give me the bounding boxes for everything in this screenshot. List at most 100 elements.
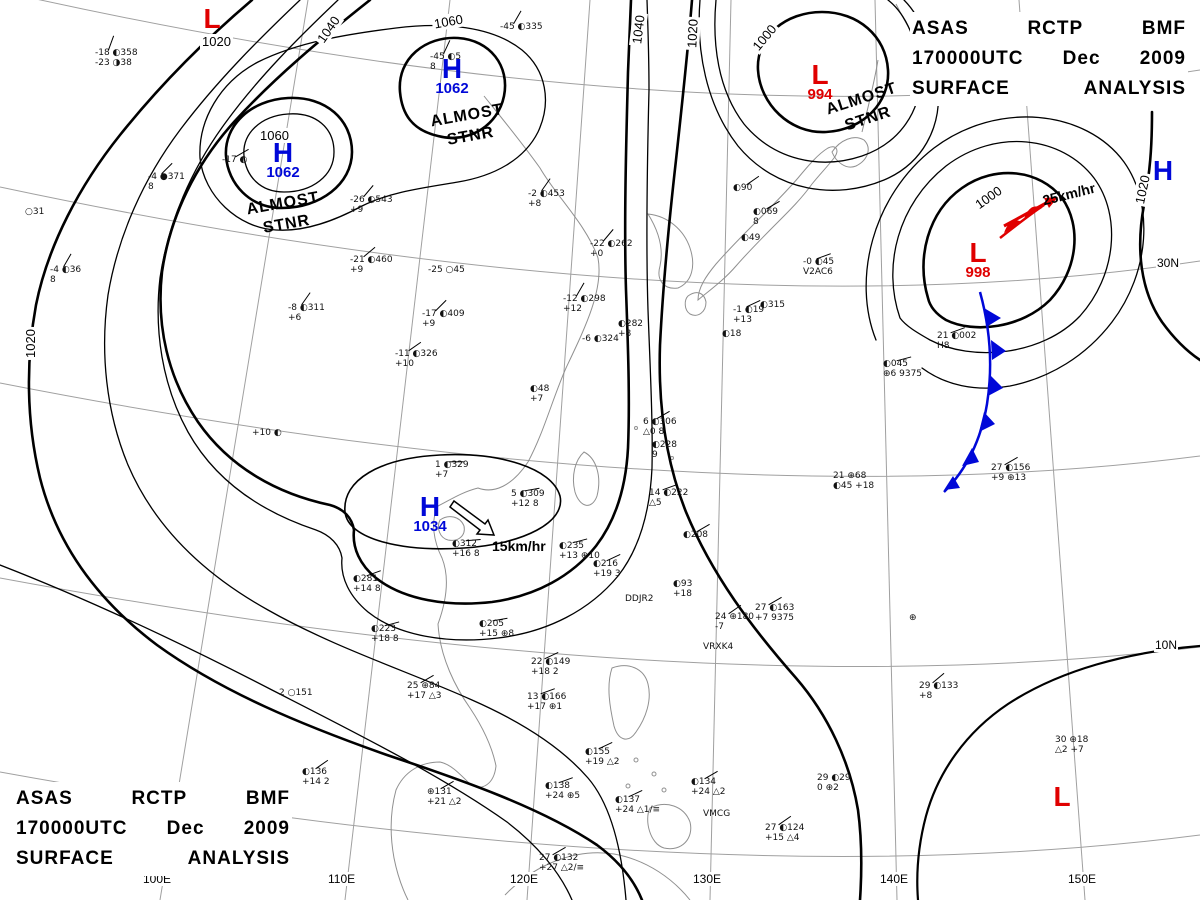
parallel-10n: [0, 577, 1200, 667]
station-plot: -2 ◐453 +8: [528, 178, 565, 209]
isobar-1060-west-cell: [224, 96, 354, 210]
longitude-label: 140E: [879, 872, 910, 886]
pressure-center-l: L 998: [965, 237, 991, 281]
station-plot: 6 ◐306 △0 8: [643, 410, 677, 437]
longitude-label: 130E: [692, 872, 723, 886]
pressure-center-h: H 1034: [413, 491, 447, 535]
station-plot: ◐138 +24 ⊕5: [545, 777, 580, 801]
isobar-label: 1020: [22, 327, 38, 360]
station-plot: 2 ○151: [279, 688, 313, 698]
station-plot: 21 ⊕68 ◐45 +18: [833, 471, 875, 491]
meridian-130e: [709, 0, 732, 900]
station-plot: ◐216 +19 3: [593, 554, 621, 579]
pressure-center-l: L 994: [807, 59, 833, 103]
pressure-center-l: L: [203, 3, 221, 34]
station-plot: ◐134 +24 △2: [691, 770, 726, 797]
station-plot: -4 ◐36 8: [50, 253, 81, 285]
station-plot: 21 ◐002 H8: [937, 327, 976, 351]
station-plot: -6 ◐324: [582, 334, 619, 344]
station-plot: 27 ◐156 +9 ⊕13: [991, 456, 1030, 483]
isobar-1040-loop: [159, 0, 633, 605]
station-plot: -17 ◐: [222, 148, 250, 165]
title-bottom-left: ASAS RCTP BMF 170000UTC Dec 2009 SURFACE ANAL…: [14, 782, 292, 876]
pressure-center-l: L: [1053, 781, 1071, 812]
meridian-100e: [159, 0, 309, 900]
isobar-label: 1000: [748, 20, 781, 55]
parallel-20n: [0, 382, 1200, 477]
wind-barb-icon: [448, 461, 464, 463]
isobar-label: 1060: [430, 11, 466, 32]
station-plot: ◐18: [722, 329, 742, 339]
station-plot: ◐49: [741, 233, 761, 243]
latitude-label: 30N: [1156, 256, 1181, 270]
isobar-1060-north-cell: [398, 36, 507, 140]
title-line: ASAS RCTP BMF: [912, 18, 1186, 39]
station-plot: ◐48 +7: [530, 384, 550, 404]
isobar-1060-inner: [243, 113, 335, 193]
isobar-thin: [0, 564, 573, 900]
isobar-thin: [103, 0, 627, 900]
isobar-label: 1020: [684, 16, 701, 51]
station-plot: 22 ◐149 +18 2: [531, 652, 570, 677]
station-plot: 14 ◐222 △5: [649, 484, 688, 508]
pressure-center-h: H 1062: [435, 53, 469, 97]
longitude-label: 150E: [1067, 872, 1098, 886]
station-plot: 27 ◐132 +27 △2/≡: [539, 846, 584, 873]
warm-front-pips: [1004, 206, 1042, 233]
station-plot: VRXK4: [703, 642, 734, 652]
station-plot: 30 ⊕18 △2 +7: [1055, 735, 1089, 755]
station-plot: ◐281 +14 8: [353, 570, 382, 594]
station-plot: 29 ◐29 0 ⊕2: [817, 773, 851, 793]
isobar-label: 1000: [970, 181, 1007, 214]
station-plot: ◐235 +13 ⊕10: [559, 538, 600, 561]
station-plot: -11 ◐326 +10: [395, 341, 438, 369]
fronts: [448, 197, 1058, 536]
station-plot: ⊕: [909, 613, 917, 623]
isobar-label: 1060: [258, 128, 291, 143]
station-plot: -21 ◐460 +9: [350, 246, 393, 275]
station-plot: -18 ◐358 -23 ◑38: [95, 35, 138, 68]
station-plot: 13 ◐166 +17 ⊕1: [527, 688, 566, 712]
station-plot: 27 ◐124 +15 △4: [765, 815, 804, 843]
isobar-1000-l994: [756, 10, 890, 134]
station-plot: +10 ◐: [252, 428, 282, 438]
station-plot: 27 ◐163 +7 9375: [755, 596, 794, 623]
isobar-1034-cell: [344, 453, 562, 550]
station-plot: -45 ◐5 8: [430, 40, 461, 72]
isobar-1052-ring: [199, 24, 546, 231]
station-plot: -25 ○45: [428, 265, 465, 275]
station-plot: 25 ⊕84 +17 △3: [407, 674, 442, 701]
station-plot: -1 ◐19 +13: [733, 300, 764, 325]
isobar-label: 1020: [1131, 171, 1154, 208]
movement-speed-label: 15km/hr: [492, 538, 546, 554]
station-plot: ⊕131 +21 △2: [427, 780, 462, 807]
station-plot: 1 ◐329 +7: [435, 460, 469, 480]
station-plot: ◐93 +18: [673, 579, 693, 599]
station-plot: -45 ◐335: [500, 10, 543, 32]
station-plot: ◐223 +18 8: [371, 621, 400, 644]
station-plot: 5 ◐309 +12 8: [511, 487, 545, 509]
station-plot: ◐205 +15 ⊕8: [479, 617, 515, 639]
isobar-thin: [865, 116, 1145, 389]
station-plot: VMCG: [703, 809, 731, 819]
isobar-label: 1040: [312, 11, 345, 48]
station-plot: ◐90: [733, 175, 760, 193]
station-plot: ○31: [25, 207, 45, 217]
title-line: SURFACE ANALYSIS: [16, 848, 290, 869]
isobar-label: 1040: [629, 12, 648, 47]
isobar-tropical: [916, 644, 1200, 900]
isobar-1020-east: [658, 0, 863, 900]
station-plot: -4 ●371 8: [148, 162, 185, 192]
almost-stnr-annotation: ALMOST STNR: [429, 100, 505, 149]
meridian-150e: [1018, 0, 1086, 900]
meridian-110e: [344, 0, 451, 900]
station-plot: ◐315: [760, 300, 786, 310]
pressure-center-h: H: [1152, 155, 1174, 186]
station-plot: ◐312 +16 8: [452, 539, 481, 559]
cold-front-pips: [944, 308, 1006, 490]
station-plot: ◐228 9: [652, 440, 678, 460]
station-plot: ◐208: [683, 523, 711, 540]
